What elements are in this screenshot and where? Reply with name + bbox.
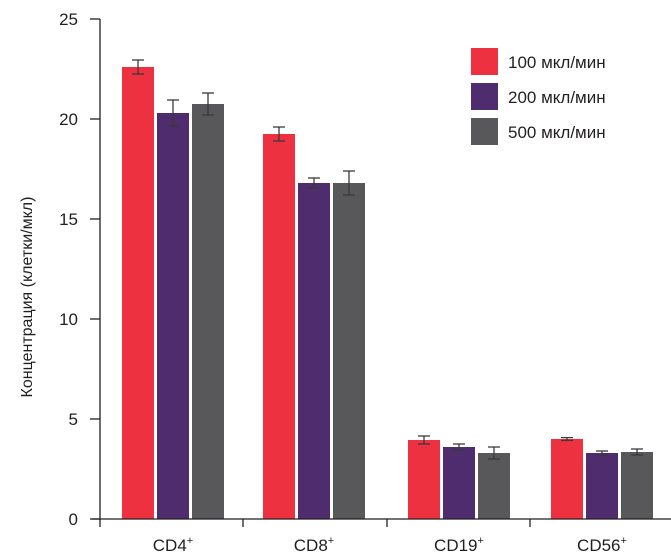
bars-layer xyxy=(122,67,653,519)
y-tick-label: 10 xyxy=(59,310,78,329)
error-bar-cd4-series-1 xyxy=(132,59,144,75)
y-tick-label: 25 xyxy=(59,10,78,29)
legend-label: 500 мкл/мин xyxy=(508,123,606,142)
bar-cd56-series-3 xyxy=(621,452,653,519)
y-tick-label: 20 xyxy=(59,110,78,129)
error-bar-cd8-series-1 xyxy=(273,126,285,142)
legend-swatch xyxy=(471,48,498,75)
legend-item-series-3: 500 мкл/мин xyxy=(471,118,606,145)
bar-cd56-series-1 xyxy=(551,439,583,519)
axes-layer xyxy=(90,18,671,527)
legend-item-series-2: 200 мкл/мин xyxy=(471,83,606,110)
legend: 100 мкл/мин 200 мкл/мин 500 мкл/мин xyxy=(471,48,606,145)
y-tick-label: 5 xyxy=(69,410,78,429)
bar-cd19-series-2 xyxy=(443,447,475,519)
legend-item-series-1: 100 мкл/мин xyxy=(471,48,606,75)
error-bar-cd56-series-3 xyxy=(631,448,643,456)
error-bar-cd4-series-3 xyxy=(202,92,214,116)
bar-cd4-series-3 xyxy=(192,104,224,519)
bar-cd8-series-3 xyxy=(333,183,365,519)
bar-cd8-series-2 xyxy=(298,183,330,519)
error-bar-cd8-series-2 xyxy=(308,177,320,189)
bar-cd8-series-1 xyxy=(263,134,295,519)
labels-layer: 0 5 10 15 20 25 CD4+ CD8+ CD19+ CD56+ xyxy=(59,10,627,555)
y-tick-label: 15 xyxy=(59,210,78,229)
x-category-label: CD4+ xyxy=(153,535,193,555)
error-bar-cd19-series-3 xyxy=(488,446,500,460)
error-bar-cd56-series-2 xyxy=(596,450,608,456)
x-category-label: CD56+ xyxy=(577,535,627,555)
bar-cd56-series-2 xyxy=(586,453,618,519)
error-bar-cd19-series-1 xyxy=(418,435,430,445)
y-tick-label: 0 xyxy=(69,510,78,529)
x-category-label: CD19+ xyxy=(434,535,484,555)
legend-label: 100 мкл/мин xyxy=(508,53,606,72)
legend-swatch xyxy=(471,118,498,145)
bar-cd4-series-2 xyxy=(157,113,189,519)
bar-cd19-series-3 xyxy=(478,453,510,519)
y-axis-title: Концентрация (клетки/мкл) xyxy=(19,197,36,398)
bar-cd4-series-1 xyxy=(122,67,154,519)
bar-cd19-series-1 xyxy=(408,440,440,519)
error-bar-cd19-series-2 xyxy=(453,443,465,451)
legend-label: 200 мкл/мин xyxy=(508,88,606,107)
x-category-label: CD8+ xyxy=(294,535,334,555)
error-bars-layer xyxy=(132,59,643,460)
error-bar-cd56-series-1 xyxy=(561,436,573,442)
legend-swatch xyxy=(471,83,498,110)
error-bar-cd4-series-2 xyxy=(167,99,179,127)
error-bar-cd8-series-3 xyxy=(343,170,355,196)
